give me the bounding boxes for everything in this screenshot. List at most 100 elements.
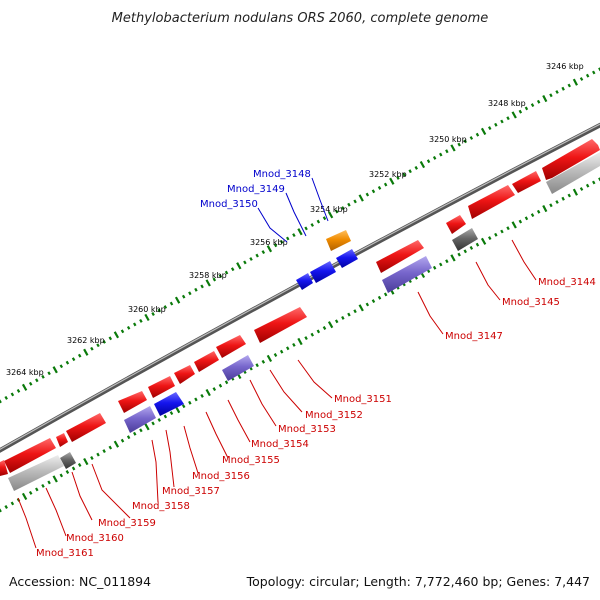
minor-tick	[151, 421, 155, 426]
gene-label[interactable]: Mnod_3147	[445, 331, 503, 342]
minor-tick	[475, 132, 480, 137]
ruler-label: 3262 kbp	[67, 336, 105, 345]
major-tick	[52, 366, 58, 374]
label-connectors-blue	[257, 177, 329, 243]
gene-arrow-highlight[interactable]	[310, 261, 336, 283]
minor-tick	[414, 165, 418, 170]
minor-tick	[585, 183, 590, 188]
major-tick	[358, 304, 364, 312]
gene-label[interactable]: Mnod_3161	[36, 548, 94, 559]
gene-arrow[interactable]	[222, 355, 254, 381]
minor-tick	[77, 463, 82, 467]
gene-label[interactable]: Mnod_3151	[334, 394, 392, 405]
minor-tick	[530, 103, 535, 108]
gene-label[interactable]: Mnod_3149	[227, 184, 285, 195]
minor-tick	[494, 122, 498, 127]
minor-tick	[322, 216, 327, 221]
gene-arrow[interactable]	[154, 392, 184, 416]
gene-arrow[interactable]	[0, 460, 8, 476]
minor-tick	[16, 388, 21, 393]
minor-tick	[561, 86, 565, 91]
gene-arrow[interactable]	[60, 452, 76, 469]
gene-label[interactable]: Mnod_3157	[162, 486, 220, 497]
gene-arrow[interactable]	[4, 438, 56, 473]
major-tick	[21, 492, 28, 501]
minor-tick	[286, 346, 290, 351]
gene-label[interactable]: Mnod_3159	[98, 518, 156, 529]
major-tick	[21, 383, 28, 391]
gene-arrow[interactable]	[382, 256, 432, 293]
ruler-label: 3252 kbp	[369, 170, 407, 179]
minor-tick	[383, 182, 388, 187]
gene-arrow[interactable]	[542, 139, 600, 180]
gene-label[interactable]: Mnod_3150	[200, 199, 258, 210]
minor-tick	[279, 349, 284, 354]
minor-tick	[371, 299, 376, 304]
gene-arrow[interactable]	[546, 152, 600, 194]
gene-arrow[interactable]	[56, 433, 68, 447]
gene-arrow-highlight[interactable]	[296, 273, 313, 290]
gene-arrow[interactable]	[124, 406, 156, 433]
minor-tick	[549, 203, 553, 208]
gene-label[interactable]: Mnod_3153	[278, 424, 336, 435]
gene-label[interactable]: Mnod_3155	[222, 455, 280, 466]
minor-tick	[463, 249, 467, 254]
major-tick	[572, 78, 578, 86]
minor-tick	[47, 371, 51, 376]
ruler-label: 3246 kbp	[546, 62, 584, 71]
minor-tick	[273, 353, 278, 357]
gene-label[interactable]: Mnod_3148	[253, 169, 311, 180]
gene-arrow[interactable]	[118, 391, 147, 413]
major-tick	[205, 388, 211, 397]
minor-tick	[304, 336, 308, 341]
minor-tick	[71, 466, 76, 471]
minor-tick	[0, 508, 2, 513]
minor-tick	[310, 223, 314, 227]
gene-label[interactable]: Mnod_3158	[132, 501, 190, 512]
minor-tick	[120, 438, 125, 443]
gene-arrow[interactable]	[376, 240, 424, 273]
major-tick	[450, 144, 456, 152]
gene-label[interactable]: Mnod_3156	[192, 471, 250, 482]
gene-arrow[interactable]	[174, 365, 195, 384]
minor-tick	[555, 90, 559, 94]
major-tick	[266, 245, 273, 253]
gene-arrow[interactable]	[148, 376, 175, 398]
minor-tick	[536, 209, 541, 214]
minor-tick	[96, 343, 100, 348]
gene-arrow[interactable]	[8, 455, 64, 491]
minor-tick	[273, 243, 278, 248]
minor-tick	[494, 232, 498, 237]
minor-tick	[579, 187, 584, 191]
gene-arrow[interactable]	[216, 335, 246, 358]
gene-labels-blue: Mnod_3148 Mnod_3149 Mnod_3150	[200, 169, 311, 210]
minor-tick	[200, 284, 204, 289]
minor-tick	[41, 483, 45, 488]
minor-tick	[151, 312, 155, 316]
minor-tick	[96, 452, 100, 457]
minor-tick	[408, 169, 412, 174]
gene-arrow-highlight[interactable]	[326, 230, 351, 251]
map-title: Methylobacterium nodulans ORS 2060, comp…	[112, 11, 489, 26]
minor-tick	[212, 277, 217, 282]
minor-tick	[139, 318, 143, 323]
gene-label[interactable]: Mnod_3144	[538, 277, 596, 288]
gene-label[interactable]: Mnod_3152	[305, 410, 363, 421]
minor-tick	[230, 267, 235, 272]
ruler-labels: 3246 kbp 3248 kbp 3250 kbp 3252 kbp 3254…	[6, 62, 584, 377]
gene-arrow[interactable]	[452, 228, 478, 251]
gene-label[interactable]: Mnod_3145	[502, 297, 560, 308]
minor-tick	[310, 332, 314, 337]
gene-arrow[interactable]	[512, 171, 541, 193]
gene-label[interactable]: Mnod_3154	[251, 439, 309, 450]
minor-tick	[316, 329, 321, 334]
gene-arrow-highlight[interactable]	[336, 249, 358, 268]
gene-arrow[interactable]	[468, 185, 515, 219]
gene-arrow[interactable]	[194, 351, 219, 372]
minor-tick	[224, 380, 229, 385]
gene-arrow[interactable]	[66, 413, 106, 442]
gene-arrow[interactable]	[446, 215, 466, 234]
minor-tick	[133, 322, 137, 327]
gene-arrow[interactable]	[254, 307, 307, 343]
gene-label[interactable]: Mnod_3160	[66, 533, 124, 544]
